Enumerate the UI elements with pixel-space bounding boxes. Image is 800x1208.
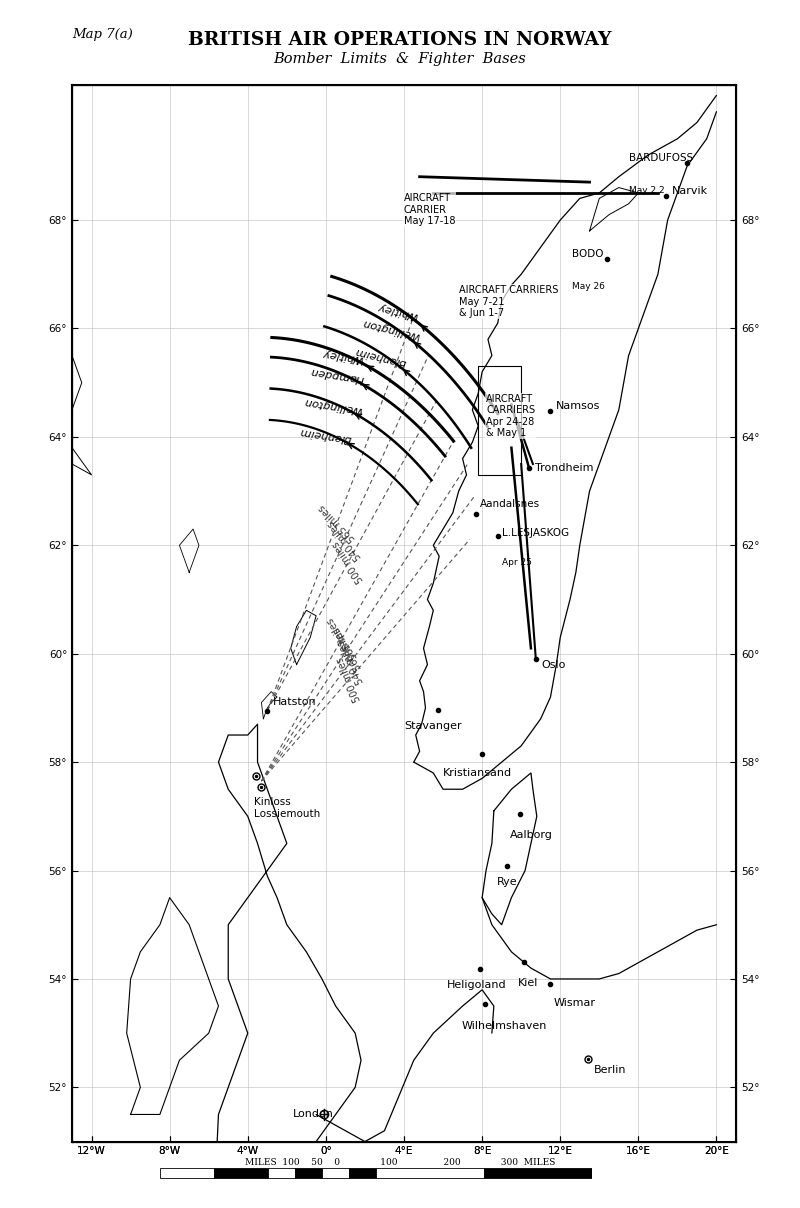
- Text: Stavanger: Stavanger: [405, 721, 462, 731]
- Text: Kristiansand: Kristiansand: [443, 768, 512, 778]
- Bar: [484, 1168, 592, 1178]
- Bar: [322, 1168, 349, 1178]
- Text: Hatston: Hatston: [273, 697, 317, 708]
- Text: Narvik: Narvik: [672, 186, 708, 196]
- Text: 500 miles: 500 miles: [331, 540, 366, 585]
- Bar: [160, 1168, 214, 1178]
- Text: Oslo: Oslo: [542, 660, 566, 669]
- Text: BODO: BODO: [572, 249, 603, 259]
- Text: Blenheim: Blenheim: [354, 345, 407, 368]
- Bar: [349, 1168, 376, 1178]
- Text: Trondheim: Trondheim: [535, 463, 594, 472]
- Text: Map 7(a): Map 7(a): [72, 28, 133, 41]
- Text: AIRCRAFT
CARRIERS
Apr 24-28
& May 1: AIRCRAFT CARRIERS Apr 24-28 & May 1: [486, 394, 535, 439]
- Text: Kiel: Kiel: [518, 978, 538, 988]
- Text: AIRCRAFT CARRIERS
May 7-21
& Jun 1-7: AIRCRAFT CARRIERS May 7-21 & Jun 1-7: [458, 285, 558, 319]
- Text: Wilhelmshaven: Wilhelmshaven: [462, 1021, 546, 1032]
- Text: Wellington: Wellington: [301, 395, 362, 414]
- Bar: [268, 1168, 295, 1178]
- Text: 540 miles: 540 miles: [336, 638, 366, 686]
- Text: BARDUFOSS: BARDUFOSS: [629, 152, 693, 163]
- Bar: [478, 366, 521, 475]
- Text: Bomber  Limits  &  Fighter  Bases: Bomber Limits & Fighter Bases: [274, 52, 526, 66]
- Bar: [214, 1168, 268, 1178]
- Text: Aandalsnes: Aandalsnes: [480, 499, 540, 509]
- Text: London: London: [293, 1109, 334, 1120]
- Text: AIRCRAFT
CARRIER
May 17-18: AIRCRAFT CARRIER May 17-18: [404, 193, 455, 226]
- Text: Wismar: Wismar: [554, 998, 596, 1009]
- Text: Heligoland: Heligoland: [447, 981, 506, 991]
- Text: 560 miles: 560 miles: [332, 625, 364, 672]
- Text: Namsos: Namsos: [556, 401, 601, 411]
- Text: Aalborg: Aalborg: [510, 830, 553, 841]
- Bar: [295, 1168, 322, 1178]
- Text: May 2 2: May 2 2: [629, 186, 664, 194]
- Text: BRITISH AIR OPERATIONS IN NORWAY: BRITISH AIR OPERATIONS IN NORWAY: [188, 31, 612, 50]
- Text: May 26: May 26: [572, 281, 605, 291]
- Text: Whitley: Whitley: [374, 301, 418, 321]
- Text: Blenheim: Blenheim: [298, 426, 352, 445]
- Text: MILES  100    50    0              100                200              300  MILE: MILES 100 50 0 100 200 300 MILE: [245, 1157, 555, 1167]
- Text: L.LESJASKOG: L.LESJASKOG: [502, 528, 569, 538]
- Text: Apr 25: Apr 25: [502, 558, 531, 567]
- Text: Wellington: Wellington: [360, 316, 420, 341]
- Text: Kinloss
Lossiemouth: Kinloss Lossiemouth: [254, 797, 320, 819]
- Text: Rye: Rye: [497, 877, 518, 888]
- Bar: [376, 1168, 484, 1178]
- Text: 540 miles: 540 miles: [326, 518, 363, 562]
- Text: 565 miles: 565 miles: [317, 501, 358, 544]
- Text: 565 miles: 565 miles: [325, 615, 359, 661]
- Text: Berlin: Berlin: [594, 1065, 626, 1075]
- Text: 500 miles: 500 miles: [335, 656, 362, 703]
- Text: Whitley: Whitley: [319, 348, 362, 364]
- Text: Hampden: Hampden: [310, 366, 365, 384]
